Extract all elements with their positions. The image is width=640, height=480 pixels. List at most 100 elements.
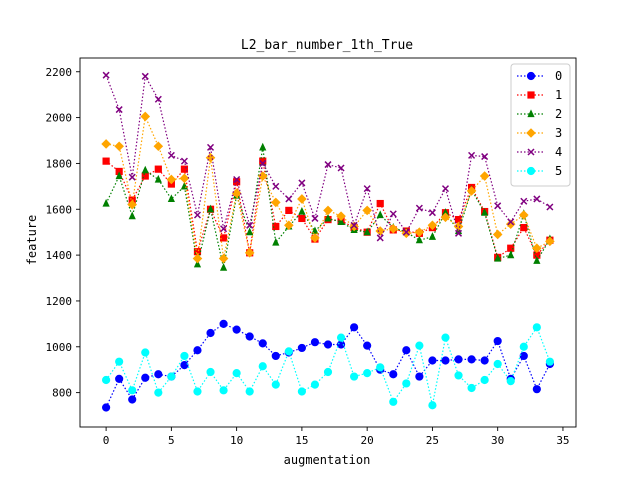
data-point-0-15 xyxy=(297,343,306,353)
data-point-4-3 xyxy=(141,72,149,80)
data-point-4-16 xyxy=(311,214,319,222)
data-point-0-6 xyxy=(180,361,189,370)
chart-title: L2_bar_number_1th_True xyxy=(241,38,413,53)
data-point-4-30 xyxy=(494,202,502,210)
series-0 xyxy=(102,319,554,412)
data-point-2-12 xyxy=(259,142,267,151)
data-point-2-29 xyxy=(481,208,489,216)
data-point-4-5 xyxy=(167,151,175,159)
axes: 0 5 10 15 20 25 30 3580010001200140016001800200… xyxy=(46,57,577,447)
data-point-2-33 xyxy=(533,256,541,264)
data-point-4-6 xyxy=(180,157,188,165)
legend-marker-1 xyxy=(527,91,535,99)
data-point-0-20 xyxy=(363,341,372,350)
data-point-5-13 xyxy=(271,380,280,389)
data-point-5-24 xyxy=(415,341,424,350)
y-tick-label-1000: 1000 xyxy=(46,341,73,354)
legend-label-3: 3 xyxy=(555,126,562,140)
data-point-2-1 xyxy=(115,171,123,180)
data-point-4-20 xyxy=(363,185,371,193)
x-tick-label-10: 10 xyxy=(230,434,243,447)
data-point-5-34 xyxy=(545,357,554,366)
data-point-0-13 xyxy=(271,351,280,361)
series-5 xyxy=(102,323,554,410)
data-point-0-3 xyxy=(141,373,150,382)
y-tick-label-2200: 2200 xyxy=(46,66,73,79)
data-point-1-31 xyxy=(507,244,515,252)
data-point-4-2 xyxy=(128,173,136,181)
legend-marker-2 xyxy=(527,109,535,118)
data-point-3-13 xyxy=(270,197,281,208)
data-point-2-2 xyxy=(128,211,136,220)
series-line-4 xyxy=(105,74,551,240)
data-point-5-4 xyxy=(154,388,163,397)
data-point-1-32 xyxy=(520,224,528,232)
data-point-4-11 xyxy=(246,221,254,229)
data-point-3-4 xyxy=(153,141,164,152)
data-point-4-17 xyxy=(324,161,332,169)
data-point-5-8 xyxy=(206,367,215,377)
data-point-0-0 xyxy=(102,403,111,412)
data-point-4-29 xyxy=(481,153,489,161)
legend-entry-0: 0 xyxy=(517,69,562,83)
data-point-0-8 xyxy=(206,328,215,338)
data-point-0-33 xyxy=(532,385,541,394)
data-point-2-7 xyxy=(193,259,202,268)
data-point-5-28 xyxy=(467,383,476,393)
data-point-3-10 xyxy=(231,188,242,199)
data-point-4-9 xyxy=(220,225,228,233)
data-point-5-21 xyxy=(376,363,385,372)
data-point-1-6 xyxy=(180,165,189,173)
data-point-1-9 xyxy=(219,234,228,242)
legend-marker-5 xyxy=(526,166,536,176)
data-point-2-9 xyxy=(219,263,228,271)
data-point-4-32 xyxy=(520,197,528,205)
data-point-5-25 xyxy=(428,401,437,410)
legend-entry-1: 1 xyxy=(517,88,562,102)
data-point-0-23 xyxy=(402,346,411,355)
data-point-4-34 xyxy=(546,203,554,211)
data-point-5-3 xyxy=(141,348,150,357)
data-point-3-28 xyxy=(466,186,477,196)
data-point-5-12 xyxy=(258,362,267,371)
data-point-5-6 xyxy=(180,351,189,361)
data-point-3-1 xyxy=(114,141,124,152)
data-point-5-33 xyxy=(532,323,541,332)
data-point-3-14 xyxy=(284,220,294,231)
data-point-2-0 xyxy=(102,198,110,207)
data-point-5-18 xyxy=(336,333,346,342)
data-point-3-29 xyxy=(479,171,490,181)
data-point-4-14 xyxy=(285,195,293,203)
data-point-3-19 xyxy=(349,221,359,232)
data-point-3-3 xyxy=(140,111,151,122)
data-point-3-11 xyxy=(244,248,255,258)
data-point-1-13 xyxy=(272,222,280,231)
legend-box xyxy=(510,63,571,187)
data-point-4-12 xyxy=(259,159,267,167)
series-line-5 xyxy=(105,326,551,406)
data-point-4-15 xyxy=(298,179,306,187)
data-point-5-19 xyxy=(350,372,359,381)
data-point-4-28 xyxy=(468,151,476,159)
x-tick-label-20: 20 xyxy=(361,434,374,447)
data-point-1-0 xyxy=(102,157,110,165)
data-point-0-12 xyxy=(258,339,267,348)
data-point-1-7 xyxy=(193,248,202,256)
data-point-1-3 xyxy=(141,172,149,180)
data-point-0-11 xyxy=(245,332,254,341)
legend-entry-2: 2 xyxy=(517,107,562,121)
data-point-2-31 xyxy=(507,250,515,259)
plot-area xyxy=(101,71,555,412)
y-axis-title: feature xyxy=(25,215,39,266)
data-point-3-34 xyxy=(545,236,555,247)
data-point-4-18 xyxy=(337,164,345,172)
data-point-5-7 xyxy=(193,387,202,396)
legend-entry-5: 5 xyxy=(517,164,562,178)
data-point-0-17 xyxy=(323,340,333,349)
data-point-5-22 xyxy=(389,397,398,406)
data-point-3-23 xyxy=(401,228,412,239)
y-tick-label-1800: 1800 xyxy=(46,157,73,170)
data-point-5-20 xyxy=(363,369,372,378)
data-point-0-10 xyxy=(232,325,241,334)
